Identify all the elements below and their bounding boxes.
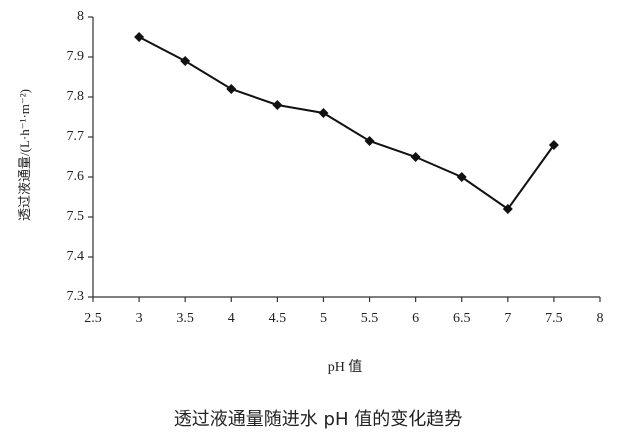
marker xyxy=(456,172,467,182)
x-tick-label: 8 xyxy=(597,311,604,326)
chart-title: 透过液通量随进水 pH 值的变化趋势 xyxy=(174,409,462,430)
x-tick-label: 6 xyxy=(412,311,419,326)
marker xyxy=(502,204,513,214)
y-tick-label: 7.6 xyxy=(67,169,85,184)
y-tick-label: 7.9 xyxy=(67,49,85,64)
y-tick-label: 7.3 xyxy=(67,289,85,304)
x-tick-label: 5 xyxy=(320,311,327,326)
x-tick-label: 4.5 xyxy=(269,311,287,326)
marker xyxy=(134,32,145,42)
marker xyxy=(226,84,237,94)
y-tick-label: 7.7 xyxy=(67,129,85,144)
y-tick-label: 7.4 xyxy=(67,249,85,264)
marker xyxy=(410,152,421,162)
x-axis-label: pH 值 xyxy=(328,359,363,375)
x-tick-label: 5.5 xyxy=(361,311,379,326)
x-tick-label: 2.5 xyxy=(84,311,102,326)
x-tick-label: 4 xyxy=(228,311,235,326)
x-tick-label: 7 xyxy=(504,311,511,326)
line xyxy=(138,36,555,211)
x-tick-label: 6.5 xyxy=(453,311,471,326)
x-tick-label: 3.5 xyxy=(176,311,194,326)
x-tick-label: 3 xyxy=(136,311,143,326)
y-axis-label: 透过液通量/(L·h⁻¹·m⁻²) xyxy=(17,89,32,221)
x-tick-label: 7.5 xyxy=(545,311,563,326)
y-tick-label: 7.5 xyxy=(67,209,85,224)
y-tick-label: 8 xyxy=(77,9,84,24)
marker xyxy=(364,136,375,146)
y-tick-label: 7.8 xyxy=(67,89,85,104)
marker xyxy=(318,108,329,118)
marker xyxy=(272,100,283,110)
marker xyxy=(180,56,191,66)
marker xyxy=(548,140,559,150)
